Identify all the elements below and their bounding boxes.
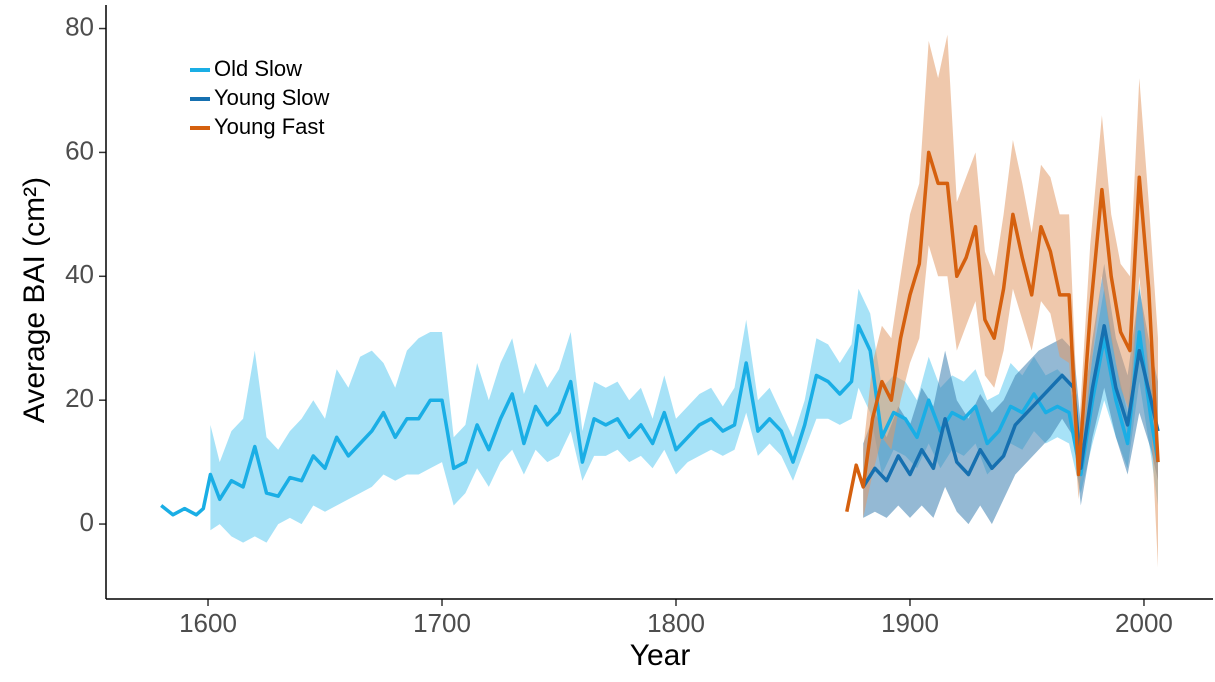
x-tick-label: 1900 (881, 608, 939, 638)
y-tick-label: 0 (80, 507, 94, 537)
series-line (845, 150, 1160, 513)
y-axis-title: Average BAI (cm²) (18, 177, 51, 423)
y-tick-label: 60 (65, 135, 94, 165)
legend-label: Young Slow (214, 85, 330, 110)
x-tick-label: 1700 (413, 608, 471, 638)
legend-label: Old Slow (214, 56, 302, 81)
ribbon (210, 282, 1158, 543)
x-tick-label: 1600 (179, 608, 237, 638)
legend-label: Young Fast (214, 114, 325, 139)
x-axis-title: Year (630, 639, 691, 672)
y-tick-label: 40 (65, 259, 94, 289)
series-line (861, 324, 1160, 488)
y-tick-label: 80 (65, 11, 94, 41)
y-tick-label: 20 (65, 383, 94, 413)
x-tick-label: 1800 (647, 608, 705, 638)
x-tick-label: 2000 (1115, 608, 1173, 638)
series-line (160, 324, 1160, 517)
